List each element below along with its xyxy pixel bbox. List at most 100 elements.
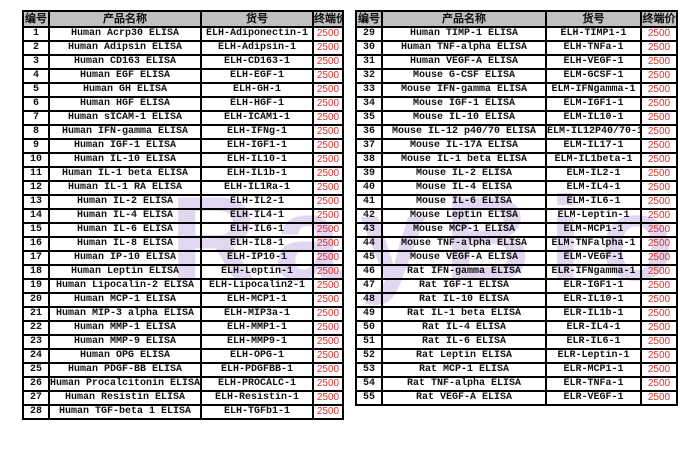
cell-catalog-number: ELM-Leptin-1 xyxy=(545,208,642,224)
cell-catalog-number: ELM-IFNgamma-1 xyxy=(545,82,642,98)
cell-product-name: Human IL-4 ELISA xyxy=(48,208,202,224)
header-catalog-number: 货号 xyxy=(200,10,314,28)
cell-product-name: Mouse IL-6 ELISA xyxy=(381,194,547,210)
cell-catalog-number: ELH-IL6-1 xyxy=(200,222,314,238)
cell-product-name: Human IL-6 ELISA xyxy=(48,222,202,238)
cell-price: 2500 xyxy=(640,180,678,196)
cell-product-name: Rat IFN-gamma ELISA xyxy=(381,264,547,280)
cell-number: 42 xyxy=(355,208,383,224)
cell-product-name: Human TIMP-1 ELISA xyxy=(381,26,547,42)
cell-price: 2500 xyxy=(312,348,344,364)
cell-number: 37 xyxy=(355,138,383,154)
cell-product-name: Rat IL-1 beta ELISA xyxy=(381,306,547,322)
cell-number: 6 xyxy=(22,96,50,112)
header-number: 编号 xyxy=(355,10,383,28)
table-row: 36 Mouse IL-12 p40/70 ELISA ELM-IL12P40/70… xyxy=(355,124,678,140)
table-row: 42 Mouse Leptin ELISA ELM-Leptin-1 2500 xyxy=(355,208,678,224)
cell-product-name: Rat Leptin ELISA xyxy=(381,348,547,364)
cell-price: 2500 xyxy=(312,124,344,140)
cell-catalog-number: ELH-Lipocalin2-1 xyxy=(200,278,314,294)
table-row: 34 Mouse IGF-1 ELISA ELM-IGF1-1 2500 xyxy=(355,96,678,112)
cell-price: 2500 xyxy=(640,152,678,168)
cell-price: 2500 xyxy=(640,138,678,154)
cell-catalog-number: ELM-IL4-1 xyxy=(545,180,642,196)
cell-catalog-number: ELM-IL6-1 xyxy=(545,194,642,210)
cell-price: 2500 xyxy=(312,54,344,70)
cell-price: 2500 xyxy=(640,68,678,84)
table-row: 10 Human IL-10 ELISA ELH-IL10-1 2500 xyxy=(22,152,344,168)
cell-catalog-number: ELH-EGF-1 xyxy=(200,68,314,84)
cell-catalog-number: ELH-IL4-1 xyxy=(200,208,314,224)
cell-catalog-number: ELM-TNFalpha-1 xyxy=(545,236,642,252)
table-row: 3 Human CD163 ELISA ELH-CD163-1 2500 xyxy=(22,54,344,70)
cell-catalog-number: ELH-Resistin-1 xyxy=(200,390,314,406)
cell-price: 2500 xyxy=(312,40,344,56)
table-row: 40 Mouse IL-4 ELISA ELM-IL4-1 2500 xyxy=(355,180,678,196)
cell-number: 4 xyxy=(22,68,50,84)
cell-product-name: Mouse IGF-1 ELISA xyxy=(381,96,547,112)
cell-catalog-number: ELR-MCP1-1 xyxy=(545,362,642,378)
table-row: 54 Rat TNF-alpha ELISA ELR-TNFa-1 2500 xyxy=(355,376,678,392)
cell-number: 19 xyxy=(22,278,50,294)
cell-number: 15 xyxy=(22,222,50,238)
cell-price: 2500 xyxy=(312,138,344,154)
cell-product-name: Human IL-2 ELISA xyxy=(48,194,202,210)
table-row: 32 Mouse G-CSF ELISA ELM-GCSF-1 2500 xyxy=(355,68,678,84)
cell-number: 25 xyxy=(22,362,50,378)
cell-product-name: Human sICAM-1 ELISA xyxy=(48,110,202,126)
cell-number: 43 xyxy=(355,222,383,238)
cell-number: 45 xyxy=(355,250,383,266)
cell-number: 8 xyxy=(22,124,50,140)
cell-product-name: Mouse IL-2 ELISA xyxy=(381,166,547,182)
cell-price: 2500 xyxy=(640,362,678,378)
cell-number: 49 xyxy=(355,306,383,322)
cell-number: 12 xyxy=(22,180,50,196)
cell-number: 44 xyxy=(355,236,383,252)
cell-price: 2500 xyxy=(640,54,678,70)
table-row: 13 Human IL-2 ELISA ELH-IL2-1 2500 xyxy=(22,194,344,210)
cell-price: 2500 xyxy=(640,236,678,252)
cell-number: 51 xyxy=(355,334,383,350)
table-row: 37 Mouse IL-17A ELISA ELM-IL17-1 2500 xyxy=(355,138,678,154)
cell-number: 28 xyxy=(22,404,50,420)
cell-product-name: Human Resistin ELISA xyxy=(48,390,202,406)
cell-price: 2500 xyxy=(312,194,344,210)
cell-product-name: Mouse MCP-1 ELISA xyxy=(381,222,547,238)
cell-number: 36 xyxy=(355,124,383,140)
table-row: 51 Rat IL-6 ELISA ELR-IL6-1 2500 xyxy=(355,334,678,350)
cell-number: 48 xyxy=(355,292,383,308)
cell-product-name: Mouse Leptin ELISA xyxy=(381,208,547,224)
cell-product-name: Human Adipsin ELISA xyxy=(48,40,202,56)
cell-number: 26 xyxy=(22,376,50,392)
cell-product-name: Rat MCP-1 ELISA xyxy=(381,362,547,378)
cell-price: 2500 xyxy=(640,194,678,210)
cell-product-name: Mouse IL-17A ELISA xyxy=(381,138,547,154)
cell-price: 2500 xyxy=(312,82,344,98)
cell-price: 2500 xyxy=(640,376,678,392)
cell-product-name: Mouse TNF-alpha ELISA xyxy=(381,236,547,252)
header-number: 编号 xyxy=(22,10,50,28)
table-row: 6 Human HGF ELISA ELH-HGF-1 2500 xyxy=(22,96,344,112)
table-row: 7 Human sICAM-1 ELISA ELH-ICAM1-1 2500 xyxy=(22,110,344,126)
cell-price: 2500 xyxy=(312,292,344,308)
table-row: 45 Mouse VEGF-A ELISA ELM-VEGF-1 2500 xyxy=(355,250,678,266)
cell-product-name: Rat TNF-alpha ELISA xyxy=(381,376,547,392)
cell-product-name: Human TGF-beta 1 ELISA xyxy=(48,404,202,420)
cell-number: 31 xyxy=(355,54,383,70)
cell-number: 1 xyxy=(22,26,50,42)
cell-catalog-number: ELM-IL10-1 xyxy=(545,110,642,126)
cell-catalog-number: ELR-IL1b-1 xyxy=(545,306,642,322)
cell-catalog-number: ELH-OPG-1 xyxy=(200,348,314,364)
header-product-name: 产品名称 xyxy=(48,10,202,28)
cell-number: 13 xyxy=(22,194,50,210)
cell-catalog-number: ELH-IL2-1 xyxy=(200,194,314,210)
cell-catalog-number: ELH-IFNg-1 xyxy=(200,124,314,140)
cell-product-name: Mouse IL-4 ELISA xyxy=(381,180,547,196)
header-product-name: 产品名称 xyxy=(381,10,547,28)
table-row: 48 Rat IL-10 ELISA ELR-IL10-1 2500 xyxy=(355,292,678,308)
cell-number: 55 xyxy=(355,390,383,406)
table-row: 50 Rat IL-4 ELISA ELR-IL4-1 2500 xyxy=(355,320,678,336)
cell-catalog-number: ELR-IL4-1 xyxy=(545,320,642,336)
cell-catalog-number: ELH-IL1b-1 xyxy=(200,166,314,182)
cell-price: 2500 xyxy=(312,404,344,420)
